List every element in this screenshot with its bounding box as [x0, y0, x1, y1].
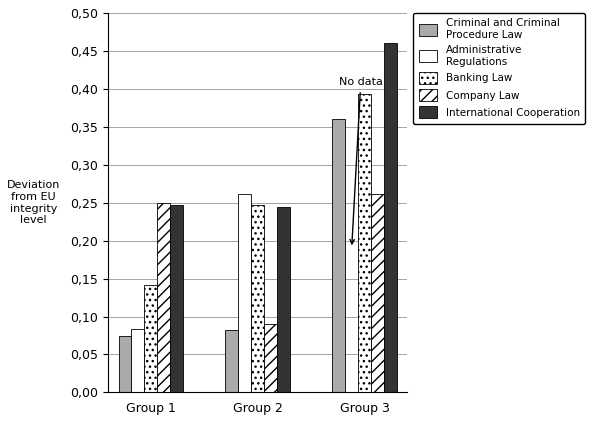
- Bar: [277, 207, 290, 392]
- Bar: [144, 285, 157, 392]
- Bar: [157, 203, 170, 392]
- Bar: [264, 324, 277, 392]
- Bar: [131, 330, 144, 392]
- Legend: Criminal and Criminal
Procedure Law, Administrative
Regulations, Banking Law, Co: Criminal and Criminal Procedure Law, Adm…: [413, 13, 585, 124]
- Bar: [358, 94, 371, 392]
- Bar: [371, 194, 384, 392]
- Bar: [251, 205, 264, 392]
- Y-axis label: Deviation
from EU
integrity
level: Deviation from EU integrity level: [7, 181, 60, 225]
- Bar: [332, 119, 345, 392]
- Text: No data: No data: [339, 77, 383, 244]
- Bar: [238, 194, 251, 392]
- Bar: [170, 205, 183, 392]
- Bar: [225, 330, 238, 392]
- Bar: [384, 44, 397, 392]
- Bar: [119, 336, 131, 392]
